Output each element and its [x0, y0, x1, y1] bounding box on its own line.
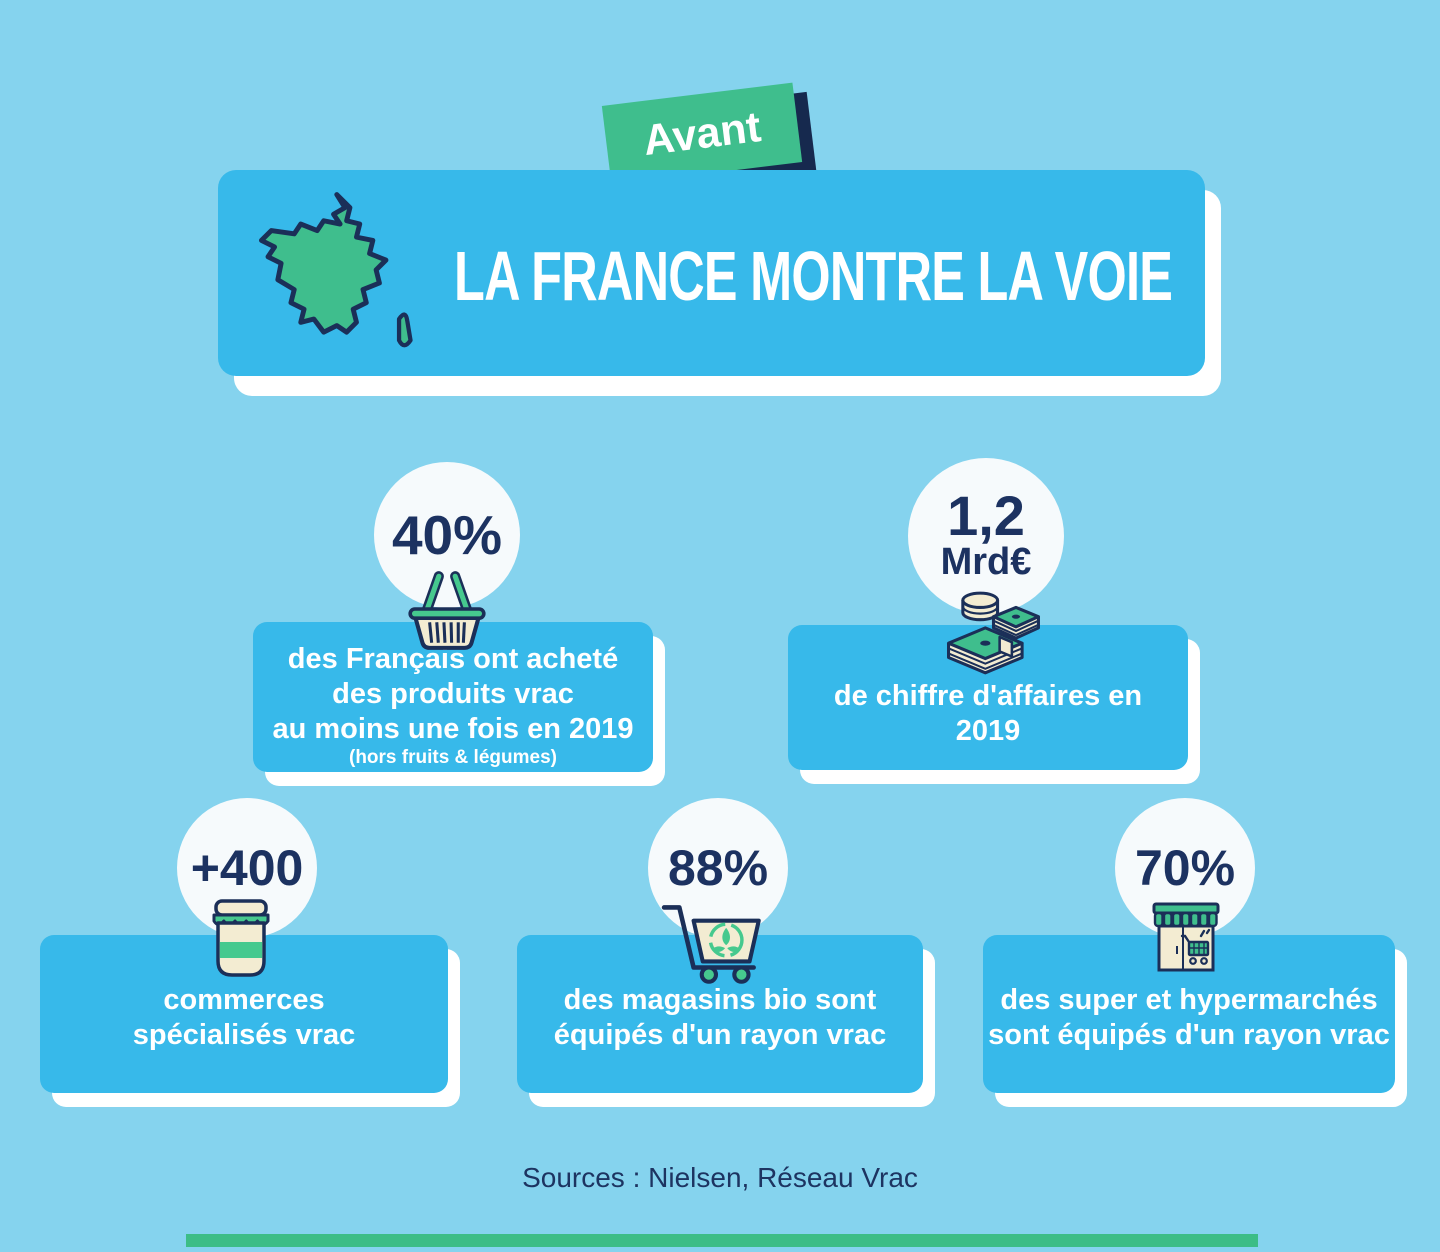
storefront-icon — [1152, 902, 1220, 972]
stat-line: 2019 — [955, 715, 1021, 747]
stat-value-revenue: 1,2 — [947, 484, 1025, 547]
money-stack-icon — [947, 591, 1040, 675]
stat-circle-bought-bulk: 40% — [374, 462, 520, 608]
stat-line: commerces — [163, 984, 325, 1016]
shopping-basket-icon — [408, 571, 486, 650]
bulk-jar-icon — [212, 899, 270, 977]
stat-line: sont équipés d'un rayon vrac — [988, 1019, 1390, 1051]
organic-cart-icon — [661, 905, 761, 984]
stat-note: (hors fruits & légumes) — [349, 747, 557, 768]
stat-line: spécialisés vrac — [132, 1019, 356, 1051]
footer-divider-bar — [186, 1234, 1258, 1247]
stat-line: de chiffre d'affaires en — [833, 680, 1143, 712]
stat-value-shops: +400 — [190, 840, 304, 896]
stat-line: au moins une fois en 2019 — [272, 713, 634, 745]
stat-value-supermarkets: 70% — [1134, 840, 1236, 896]
france-map-icon — [259, 192, 413, 348]
header-card: LA FRANCE MONTRE LA VOIE — [218, 170, 1205, 376]
stat-circle-revenue: 1,2 Mrd€ — [908, 458, 1064, 614]
stat-line: des magasins bio sont — [563, 984, 877, 1016]
stat-value-bio-stores: 88% — [667, 840, 769, 896]
page-title: LA FRANCE MONTRE LA VOIE — [454, 237, 1173, 315]
stat-line: des super et hypermarchés — [1000, 984, 1378, 1016]
stat-value-bought-bulk: 40% — [391, 504, 503, 566]
sources-text: Sources : Nielsen, Réseau Vrac — [522, 1162, 918, 1193]
stat-line: équipés d'un rayon vrac — [553, 1019, 887, 1051]
stat-line: des produits vrac — [332, 678, 574, 710]
stat-circle-bio-stores: 88% — [648, 798, 788, 938]
stat-unit-revenue: Mrd€ — [940, 541, 1032, 583]
avant-badge-label: Avant — [640, 102, 764, 165]
